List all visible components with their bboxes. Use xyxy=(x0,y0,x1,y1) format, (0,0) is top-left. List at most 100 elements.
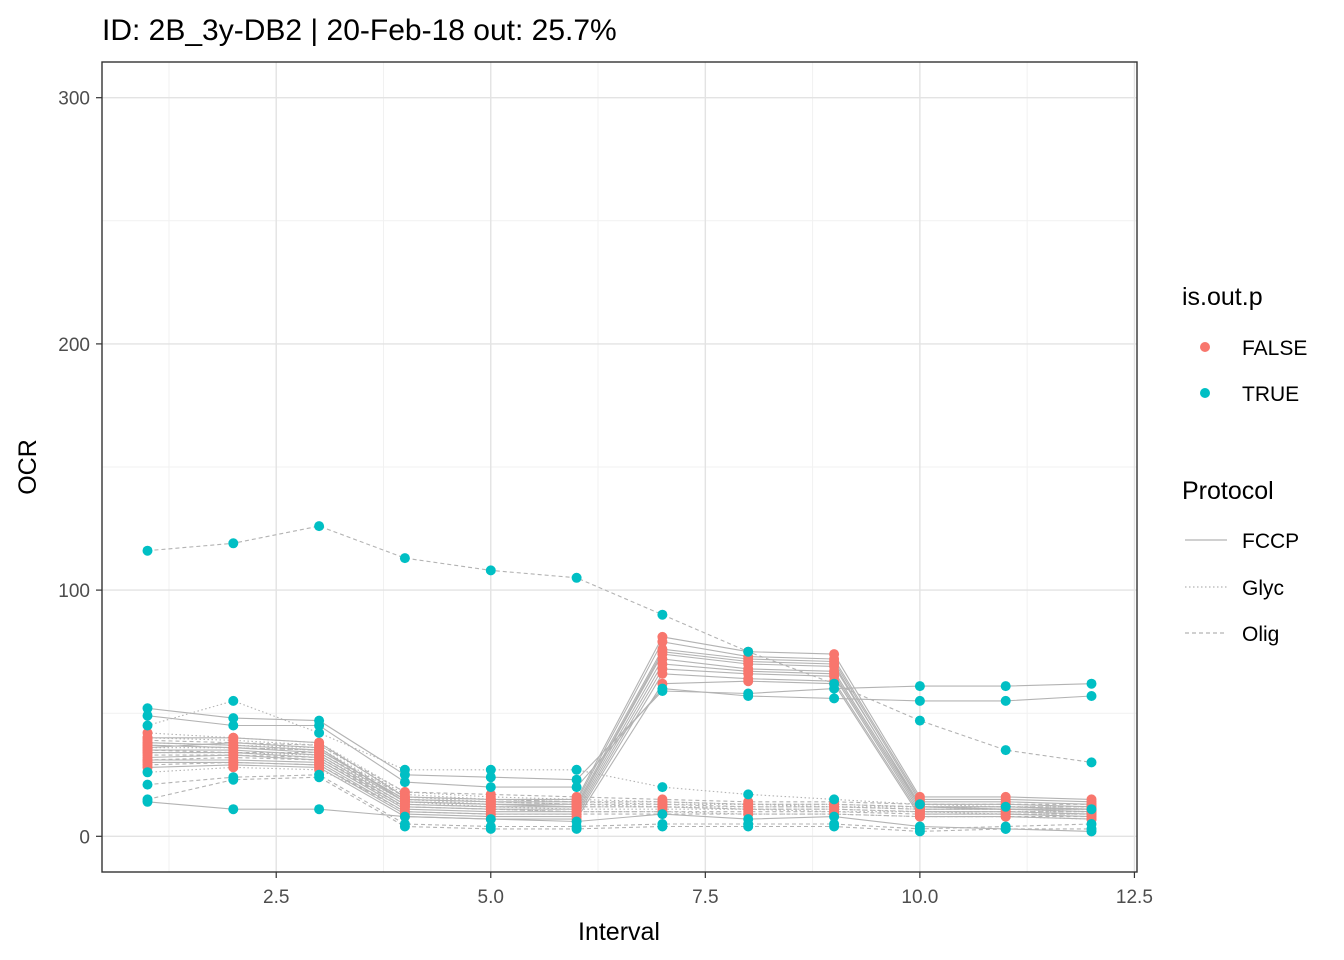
data-point-true xyxy=(914,695,925,706)
data-point-true xyxy=(485,814,496,825)
data-point-false xyxy=(314,759,325,770)
data-point-true xyxy=(657,683,668,694)
data-point-true xyxy=(399,764,410,775)
series-line-fccp xyxy=(147,801,1092,832)
plot-border xyxy=(101,61,1138,873)
x-tick-label: 7.5 xyxy=(692,887,718,908)
data-point-true xyxy=(399,777,410,788)
data-point-true xyxy=(1086,823,1097,834)
data-point-true xyxy=(571,572,582,583)
legend-title-is-out-p: is.out.p xyxy=(1182,283,1263,311)
data-point-false xyxy=(1000,811,1011,822)
data-point-true xyxy=(829,821,840,832)
data-point-true xyxy=(228,720,239,731)
data-point-true xyxy=(914,715,925,726)
data-point-true xyxy=(228,804,239,815)
data-point-true xyxy=(399,821,410,832)
legend-is-out-p: is.out.p FALSE TRUE xyxy=(1182,283,1307,406)
data-point-true xyxy=(1000,695,1011,706)
data-point-false xyxy=(142,759,153,770)
data-point-true xyxy=(1086,804,1097,815)
data-point-true xyxy=(1000,745,1011,756)
data-point-true xyxy=(1000,823,1011,834)
data-point-true xyxy=(142,767,153,778)
series-line-fccp xyxy=(147,648,1092,805)
legend-label-glyc: Glyc xyxy=(1242,577,1284,600)
data-point-true xyxy=(914,799,925,810)
data-point-true xyxy=(914,826,925,837)
data-point-true xyxy=(485,772,496,783)
x-tick-label: 12.5 xyxy=(1116,887,1153,908)
data-point-false xyxy=(228,757,239,768)
data-point-true xyxy=(314,772,325,783)
x-axis-title: Interval xyxy=(578,918,660,946)
legend-key-false xyxy=(1200,342,1210,352)
y-tick-label: 0 xyxy=(79,827,90,848)
x-tick-label: 2.5 xyxy=(263,887,289,908)
data-points xyxy=(142,521,1097,837)
data-point-true xyxy=(743,789,754,800)
data-point-true xyxy=(657,809,668,820)
series-line-fccp xyxy=(147,636,1092,800)
legend-label-false: FALSE xyxy=(1242,337,1307,360)
y-tick-label: 100 xyxy=(58,581,90,602)
data-point-true xyxy=(829,794,840,805)
series-line-olig xyxy=(147,761,1092,818)
data-point-false xyxy=(829,659,840,669)
data-point-true xyxy=(571,774,582,785)
legend-key-true xyxy=(1200,388,1210,398)
data-point-true xyxy=(571,823,582,834)
data-point-true xyxy=(142,710,153,721)
data-point-true xyxy=(571,764,582,775)
series-line-fccp xyxy=(147,683,1092,781)
data-point-true xyxy=(657,821,668,832)
legend-label-olig: Olig xyxy=(1242,623,1279,646)
data-point-true xyxy=(1086,757,1097,768)
data-point-false xyxy=(743,656,754,667)
data-point-true xyxy=(142,794,153,805)
data-point-true xyxy=(142,779,153,790)
data-point-true xyxy=(485,764,496,775)
data-point-true xyxy=(657,609,668,620)
series-line-olig xyxy=(147,739,1092,805)
y-tick-label: 200 xyxy=(58,335,90,356)
series-line-olig xyxy=(147,774,1092,830)
x-tick-label: 5.0 xyxy=(478,887,504,908)
series-line-olig xyxy=(147,749,1092,810)
data-point-true xyxy=(657,782,668,793)
data-point-false xyxy=(657,668,668,679)
data-point-false xyxy=(657,646,668,657)
x-tick-label: 10.0 xyxy=(901,887,938,908)
data-point-true xyxy=(142,545,153,556)
series-line-olig xyxy=(147,754,1092,813)
data-point-true xyxy=(829,683,840,694)
data-point-true xyxy=(1000,801,1011,812)
data-point-true xyxy=(485,782,496,793)
data-point-true xyxy=(1000,681,1011,692)
data-point-true xyxy=(228,774,239,785)
data-point-true xyxy=(142,720,153,731)
data-point-true xyxy=(743,646,754,657)
data-point-true xyxy=(142,703,153,714)
data-point-true xyxy=(228,695,239,706)
data-point-true xyxy=(743,821,754,832)
series-line-olig xyxy=(147,744,1092,808)
data-point-true xyxy=(228,713,239,724)
data-point-true xyxy=(314,521,325,532)
grid xyxy=(102,62,1137,872)
series-line-glyc xyxy=(147,752,1092,815)
data-point-false xyxy=(657,636,668,647)
data-point-false xyxy=(571,809,582,820)
data-point-true xyxy=(571,782,582,793)
data-point-false xyxy=(1086,811,1097,822)
legend-title-protocol: Protocol xyxy=(1182,477,1274,505)
series-line-olig xyxy=(147,756,1092,815)
data-point-true xyxy=(314,727,325,738)
data-point-true xyxy=(1086,678,1097,689)
y-axis: 0 100 200 300 xyxy=(58,89,102,848)
data-point-true xyxy=(399,553,410,564)
data-point-true xyxy=(485,565,496,576)
data-point-true xyxy=(829,811,840,822)
data-point-true xyxy=(228,538,239,549)
